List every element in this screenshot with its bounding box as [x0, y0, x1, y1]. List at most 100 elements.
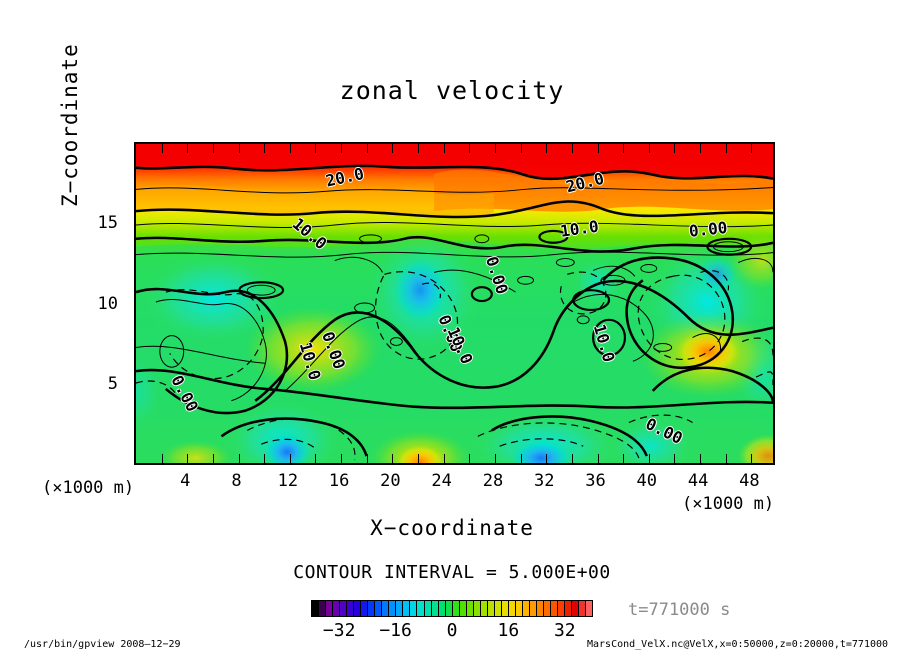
x-tick-top: [674, 144, 676, 153]
colorbar-band: [452, 601, 460, 616]
x-tick-top: [648, 144, 650, 153]
colorbar-band: [466, 601, 474, 616]
x-tick-label: 8: [231, 471, 242, 491]
x-tick-bottom: [187, 454, 189, 463]
x-tick-top: [161, 144, 163, 153]
z-axis-unit-label: (×1000 m): [42, 478, 135, 498]
colorbar-band: [459, 601, 467, 616]
colorbar-band: [312, 601, 320, 616]
x-tick-top: [315, 144, 317, 153]
x-axis-unit-label: (×1000 m): [682, 494, 775, 514]
x-tick-top: [443, 144, 445, 153]
x-tick-top: [494, 144, 496, 153]
z-tick-left: [134, 386, 136, 387]
colorbar-band: [487, 601, 495, 616]
x-tick-top: [469, 144, 471, 153]
x-tick-bottom: [289, 454, 291, 463]
colorbar-band: [403, 601, 411, 616]
contour-label: 0.00: [688, 217, 729, 241]
x-tick-bottom: [315, 454, 317, 463]
x-tick-bottom: [597, 454, 599, 463]
colorbar-band: [558, 601, 566, 616]
x-tick-top: [751, 144, 753, 153]
footer-command-label: /usr/bin/gpview 2008‒12−29: [24, 639, 181, 650]
z-tick-left: [134, 184, 136, 185]
x-tick-top: [341, 144, 343, 153]
contour-plot: 20.0 20.0 10.0 10.0 0.00 0.00 0.00 10.0 0.00 10.0…: [134, 142, 775, 465]
x-tick-bottom: [674, 454, 676, 463]
colorbar-band: [396, 601, 404, 616]
colorbar-band: [375, 601, 383, 616]
x-tick-bottom: [571, 454, 573, 463]
x-tick-top: [264, 144, 266, 153]
z-tick-label: 15: [97, 212, 118, 233]
colorbar-band: [319, 601, 327, 616]
colorbar-band: [438, 601, 446, 616]
colorbar-band: [431, 601, 439, 616]
x-tick-bottom: [520, 454, 522, 463]
colorbar-band: [586, 601, 593, 616]
x-tick-top: [700, 144, 702, 153]
colorbar-band: [445, 601, 453, 616]
colorbar-tick-label: −16: [379, 620, 412, 641]
colorbar-band: [529, 601, 537, 616]
z-tick-right: [773, 427, 775, 428]
colorbar-band: [494, 601, 502, 616]
x-tick-label: 28: [482, 471, 504, 491]
z-tick-label: 10: [97, 293, 118, 314]
colorbar-tick-label: 32: [553, 620, 576, 641]
x-tick-top: [187, 144, 189, 153]
colorbar-tick-label: 16: [497, 620, 520, 641]
x-tick-label: 12: [277, 471, 299, 491]
x-tick-bottom: [623, 454, 625, 463]
colorbar-band: [473, 601, 481, 616]
x-axis-title: X−coordinate: [370, 516, 534, 540]
x-tick-bottom: [494, 454, 496, 463]
x-tick-top: [725, 144, 727, 153]
colorbar-band: [537, 601, 545, 616]
contour-interval-label: CONTOUR INTERVAL = 5.000E+00: [293, 562, 611, 583]
colorbar-band: [501, 601, 509, 616]
x-tick-bottom: [725, 454, 727, 463]
x-tick-bottom: [648, 454, 650, 463]
colorbar-band: [382, 601, 390, 616]
z-tick-left: [134, 306, 136, 307]
x-tick-bottom: [469, 454, 471, 463]
colorbar-tick-label: −32: [322, 620, 356, 641]
time-label: t=771000 s: [628, 600, 731, 620]
x-tick-top: [571, 144, 573, 153]
z-tick-label: 5: [107, 374, 118, 395]
z-tick-left: [134, 346, 136, 347]
x-tick-bottom: [546, 454, 548, 463]
colorbar-band: [417, 601, 425, 616]
x-tick-label: 32: [533, 471, 555, 491]
colorbar-band: [551, 601, 559, 616]
x-tick-bottom: [700, 454, 702, 463]
z-tick-right: [773, 306, 775, 307]
x-tick-top: [392, 144, 394, 153]
x-tick-label: 36: [585, 471, 606, 491]
colorbar: [311, 600, 593, 617]
y-axis-title: Z−coordinate: [58, 43, 82, 207]
page-title: zonal velocity: [339, 76, 565, 105]
x-tick-bottom: [341, 454, 343, 463]
colorbar-band: [368, 601, 376, 616]
colorbar-band: [480, 601, 488, 616]
colorbar-band: [522, 601, 530, 616]
x-tick-bottom: [161, 454, 163, 463]
z-tick-right: [773, 225, 775, 226]
colorbar-band: [515, 601, 523, 616]
colorbar-band: [565, 601, 573, 616]
contour-field: [136, 144, 773, 463]
z-tick-left: [134, 265, 136, 266]
x-tick-top: [623, 144, 625, 153]
z-tick-right: [773, 265, 775, 266]
x-tick-top: [212, 144, 214, 153]
x-tick-bottom: [392, 454, 394, 463]
x-tick-label: 44: [687, 471, 709, 491]
colorbar-band: [347, 601, 355, 616]
x-tick-label: 40: [636, 471, 658, 491]
z-tick-left: [134, 225, 136, 226]
x-tick-label: 20: [380, 471, 401, 491]
x-tick-label: 16: [328, 471, 350, 491]
